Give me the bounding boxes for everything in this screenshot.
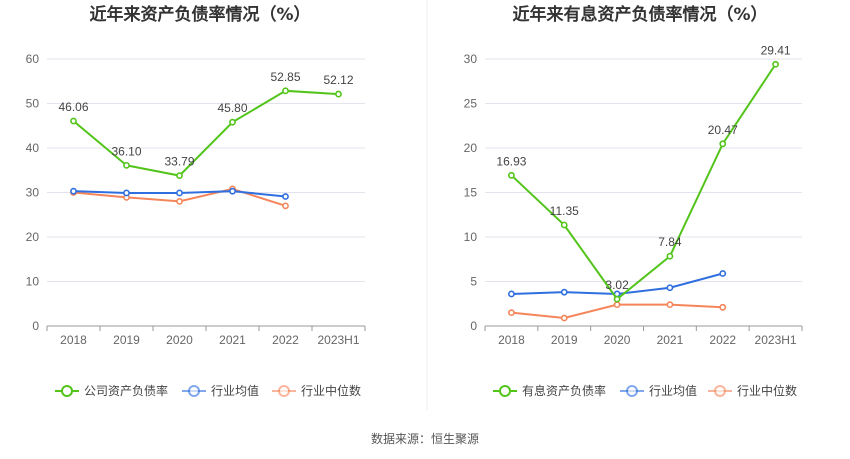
x-tick-label: 2019 xyxy=(113,333,140,347)
data-point-avg xyxy=(229,187,236,195)
y-tick-label: 5 xyxy=(470,275,477,289)
data-point-company xyxy=(613,295,621,303)
data-point-avg xyxy=(719,270,727,277)
legend-label: 行业中位数 xyxy=(301,383,361,398)
data-point-median xyxy=(282,202,289,210)
chart-title: 近年来有息资产负债率情况（%） xyxy=(512,4,767,25)
data-point-avg xyxy=(508,290,515,298)
data-point-company xyxy=(666,252,674,260)
x-tick-label: 2023H1 xyxy=(317,333,359,347)
data-label: 45.80 xyxy=(217,101,247,115)
data-point-avg xyxy=(123,189,130,197)
data-point-median xyxy=(176,197,183,205)
data-label: 29.41 xyxy=(761,43,791,57)
data-point-company xyxy=(176,172,183,180)
data-point-median xyxy=(508,309,515,317)
x-tick-label: 2018 xyxy=(60,333,87,347)
x-tick-label: 2023H1 xyxy=(755,333,797,347)
y-tick-label: 0 xyxy=(32,319,39,333)
y-tick-label: 25 xyxy=(464,97,478,111)
data-point-company xyxy=(282,87,289,95)
y-tick-label: 0 xyxy=(470,319,477,333)
legend-label: 行业均值 xyxy=(211,383,259,398)
chart-title: 近年来资产负债率情况（%） xyxy=(89,4,310,25)
x-tick-label: 2019 xyxy=(551,333,578,347)
data-point-company xyxy=(560,221,568,229)
data-label: 7.84 xyxy=(658,235,682,249)
legend-item-company[interactable]: 公司资产负债率 xyxy=(55,383,168,398)
data-point-avg xyxy=(70,187,77,195)
legend-label: 行业中位数 xyxy=(737,383,797,398)
data-point-company xyxy=(508,171,515,179)
legend-marker-icon xyxy=(61,385,73,397)
legend-item-company[interactable]: 有息资产负债率 xyxy=(493,383,606,398)
data-label: 52.85 xyxy=(270,70,300,84)
data-label: 20.47 xyxy=(708,123,738,137)
chart-panel-2: 近年来有息资产负债率情况（%） 0 5 10 15 20 25 30 2018 2019 2020 2… xyxy=(464,4,803,398)
data-point-avg xyxy=(176,189,183,197)
legend-item-median[interactable]: 行业中位数 xyxy=(272,383,361,398)
y-tick-label: 15 xyxy=(464,186,478,200)
data-point-company xyxy=(719,140,727,148)
legend-label: 行业均值 xyxy=(649,383,697,398)
y-tick-label: 10 xyxy=(26,275,40,289)
series-line-company xyxy=(72,89,339,177)
data-point-company xyxy=(335,90,342,98)
legend-marker-icon xyxy=(188,385,200,397)
data-label: 46.06 xyxy=(58,100,88,114)
series-line-company xyxy=(510,63,777,301)
x-tick-label: 2020 xyxy=(166,333,193,347)
data-label: 52.12 xyxy=(323,73,353,87)
y-tick-label: 30 xyxy=(464,52,478,66)
data-label: 33.79 xyxy=(164,155,194,169)
data-point-company xyxy=(229,118,236,126)
legend-item-avg[interactable]: 行业均值 xyxy=(182,383,259,398)
legend-item-median[interactable]: 行业中位数 xyxy=(708,383,797,398)
data-point-median xyxy=(666,301,674,309)
chart-panel-1: 近年来资产负债率情况（%） 0 10 20 30 40 50 60 2018 2019 2020 20… xyxy=(26,4,366,398)
x-tick-label: 2021 xyxy=(657,333,684,347)
data-label: 16.93 xyxy=(496,154,526,168)
data-label: 11.35 xyxy=(550,204,579,218)
data-point-company xyxy=(70,117,77,125)
data-label: 36.10 xyxy=(111,144,141,158)
x-tick-label: 2022 xyxy=(709,333,736,347)
legend-marker-icon xyxy=(499,385,511,397)
data-point-avg xyxy=(560,288,568,296)
y-tick-label: 60 xyxy=(26,52,40,66)
legend-label: 公司资产负债率 xyxy=(84,383,168,398)
y-tick-label: 40 xyxy=(26,141,40,155)
legend-label: 有息资产负债率 xyxy=(522,383,606,398)
data-point-avg xyxy=(282,193,289,200)
legend-marker-icon xyxy=(714,385,726,397)
data-point-median xyxy=(560,314,568,322)
data-point-company xyxy=(123,161,130,169)
data-source: 数据来源：恒生聚源 xyxy=(371,431,479,446)
legend-item-avg[interactable]: 行业均值 xyxy=(620,383,697,398)
legend-marker-icon xyxy=(278,385,290,397)
y-tick-label: 10 xyxy=(464,230,478,244)
y-tick-label: 20 xyxy=(464,141,478,155)
x-tick-label: 2018 xyxy=(498,333,525,347)
y-tick-label: 30 xyxy=(26,186,40,200)
data-label: 3.02 xyxy=(605,278,629,292)
x-tick-label: 2021 xyxy=(219,333,246,347)
data-point-avg xyxy=(666,284,674,292)
y-tick-label: 20 xyxy=(26,230,40,244)
data-point-median xyxy=(613,301,621,309)
legend-marker-icon xyxy=(626,385,638,397)
y-tick-label: 50 xyxy=(26,97,40,111)
data-point-median xyxy=(719,303,727,311)
x-tick-label: 2020 xyxy=(604,333,631,347)
data-point-company xyxy=(772,60,779,68)
x-tick-label: 2022 xyxy=(272,333,299,347)
